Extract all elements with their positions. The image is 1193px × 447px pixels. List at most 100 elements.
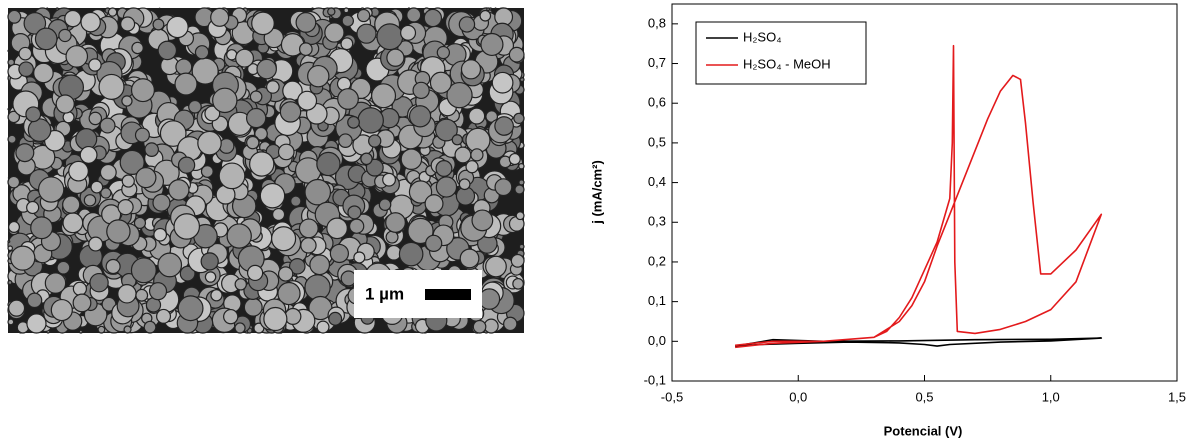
grain — [519, 244, 524, 249]
grain — [80, 330, 83, 333]
grain — [158, 41, 176, 59]
grain — [247, 137, 259, 149]
y-tick-label: 0,6 — [648, 95, 666, 110]
grain — [65, 10, 81, 26]
grain — [56, 95, 74, 113]
grain — [250, 91, 261, 102]
grain — [89, 112, 101, 124]
grain — [338, 89, 359, 110]
grain — [174, 214, 199, 239]
grain — [235, 279, 246, 290]
scale-bar — [425, 289, 471, 300]
grain — [387, 246, 401, 260]
grain — [473, 321, 485, 333]
grain — [51, 300, 72, 321]
grain — [495, 117, 513, 135]
grain — [244, 298, 262, 316]
grain — [236, 49, 254, 67]
grain — [264, 307, 287, 330]
grain — [91, 181, 103, 193]
grain — [342, 15, 353, 26]
legend-label: H₂SO₄ — [743, 29, 782, 44]
grain — [80, 147, 97, 164]
grain — [377, 24, 403, 50]
grain — [201, 253, 218, 270]
grain — [8, 135, 16, 143]
grain — [100, 165, 116, 181]
grain — [358, 9, 370, 21]
grain — [329, 312, 342, 325]
grain — [169, 180, 189, 200]
grain — [296, 13, 316, 33]
grain — [39, 177, 64, 202]
grain — [189, 100, 202, 113]
grain — [495, 179, 512, 196]
grain — [459, 179, 470, 190]
grain — [122, 175, 134, 187]
grain — [227, 224, 251, 248]
grain — [300, 43, 313, 56]
grain — [179, 157, 195, 173]
grain — [213, 88, 237, 112]
grain — [327, 218, 347, 238]
grain — [479, 289, 499, 309]
grain — [344, 8, 349, 13]
grain — [81, 13, 100, 32]
grain — [8, 50, 9, 51]
grain — [469, 108, 485, 124]
y-tick-label: 0,5 — [648, 134, 666, 149]
grain — [310, 255, 330, 275]
grain — [358, 108, 383, 133]
grain — [106, 260, 120, 274]
grain — [59, 29, 71, 41]
grain — [341, 271, 356, 286]
y-tick-label: 0,4 — [648, 174, 666, 189]
x-tick-label: 0,5 — [915, 389, 933, 404]
grain — [317, 152, 340, 175]
grain — [131, 258, 156, 283]
grain — [176, 59, 192, 75]
grain — [90, 274, 108, 292]
grain — [459, 17, 474, 32]
grain — [205, 272, 215, 282]
y-tick-label: 0,8 — [648, 15, 666, 30]
grain — [16, 144, 34, 162]
grain — [516, 212, 524, 220]
grain — [348, 117, 360, 129]
grain — [31, 217, 53, 239]
grain — [273, 208, 285, 220]
grain — [211, 8, 229, 26]
grain — [157, 309, 171, 323]
grain — [19, 62, 33, 76]
grain — [325, 23, 344, 42]
grain — [372, 84, 396, 108]
grain — [69, 161, 89, 181]
grain — [466, 161, 478, 173]
grain — [100, 118, 115, 133]
grain — [267, 81, 279, 93]
grain — [386, 231, 398, 243]
y-tick-label: 0,1 — [648, 293, 666, 308]
grain — [452, 135, 462, 145]
grain — [317, 321, 329, 333]
grain — [201, 166, 213, 178]
grain — [461, 60, 480, 79]
grain — [260, 184, 284, 208]
grain — [63, 196, 80, 213]
grain — [279, 267, 293, 281]
grain — [8, 246, 12, 250]
grain — [486, 256, 507, 277]
grain — [272, 227, 296, 251]
grain — [279, 144, 295, 160]
grain — [99, 74, 124, 99]
x-tick-label: -0,5 — [661, 389, 683, 404]
grain — [63, 213, 83, 233]
grain — [132, 79, 155, 102]
y-axis-label: j (mA/cm²) — [589, 160, 604, 225]
grain — [490, 8, 492, 10]
grain — [28, 119, 50, 141]
grain — [280, 102, 300, 122]
grain — [515, 185, 524, 194]
grain — [175, 73, 197, 95]
grain — [511, 254, 524, 267]
